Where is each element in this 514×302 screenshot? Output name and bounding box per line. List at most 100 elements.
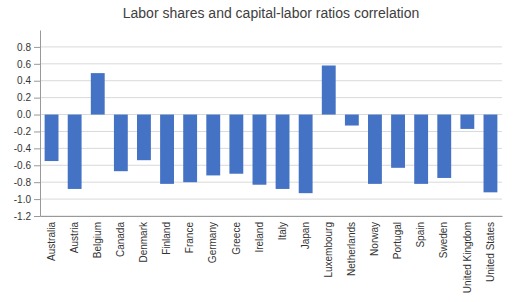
bar xyxy=(345,115,359,126)
chart: -1.2 -1.0 -0.8 -0.6 -0.4 -0.2 0.0 0.2 0.4 0.6 0.8 A… xyxy=(0,0,514,302)
x-tick-label: Denmark xyxy=(138,221,149,263)
y-tick-label: -0.2 xyxy=(14,126,32,137)
grid-line xyxy=(40,182,502,183)
grid-line xyxy=(40,80,502,81)
grid xyxy=(40,47,502,216)
y-tick-label: 0.4 xyxy=(17,75,31,86)
grid-line xyxy=(40,97,502,98)
y-tick: 0.6 xyxy=(17,59,40,70)
bar xyxy=(137,115,151,161)
y-tick-mark xyxy=(34,98,40,99)
grid-line xyxy=(40,165,502,166)
x-tick: Italy xyxy=(277,222,288,240)
bar xyxy=(391,115,405,168)
y-tick-mark xyxy=(34,165,40,166)
y-tick-mark xyxy=(34,81,40,82)
x-tick: Greece xyxy=(231,222,242,255)
x-tick-label: France xyxy=(184,222,195,254)
x-tick-label: Luxembourg xyxy=(323,222,334,278)
bar xyxy=(183,115,197,183)
x-tick-label: Portugal xyxy=(392,222,403,259)
bar xyxy=(368,115,382,184)
x-tick-label: Finland xyxy=(161,222,172,255)
y-axis: -1.2 -1.0 -0.8 -0.6 -0.4 -0.2 0.0 0.2 0.4 0.6 0.8 xyxy=(14,31,41,222)
x-tick-label: Spain xyxy=(415,222,426,248)
grid-line xyxy=(40,46,502,47)
title: Labor shares and capital-labor ratios co… xyxy=(123,5,420,21)
x-tick: Finland xyxy=(161,222,172,255)
bars xyxy=(45,66,498,194)
y-tick-mark xyxy=(34,182,40,183)
bar xyxy=(45,115,59,162)
x-tick: United Kingdom xyxy=(462,222,473,293)
y-tick-mark xyxy=(34,115,40,116)
x-tick: Belgium xyxy=(92,222,103,258)
bar xyxy=(206,115,220,176)
x-tick: Portugal xyxy=(392,222,403,259)
x-tick-label: United States xyxy=(485,222,496,282)
x-tick-label: Germany xyxy=(207,222,218,263)
x-tick: Japan xyxy=(300,222,311,249)
x-tick: Austria xyxy=(69,222,80,254)
y-tick-mark xyxy=(34,131,40,132)
y-tick: 0.0 xyxy=(17,109,40,120)
y-tick-mark xyxy=(34,64,40,65)
grid-line xyxy=(40,131,502,132)
y-tick-mark xyxy=(34,148,40,149)
bar xyxy=(414,115,428,184)
y-tick-mark xyxy=(34,47,40,48)
x-axis: Australia Austria Belgium Canada Denmark Finl… xyxy=(41,217,503,294)
x-tick-label: Greece xyxy=(231,222,242,255)
y-tick-label: 0.6 xyxy=(17,59,31,70)
bar xyxy=(229,115,243,174)
y-tick-label: 0.0 xyxy=(17,109,31,120)
x-tick: France xyxy=(184,222,195,254)
plot: -1.2 -1.0 -0.8 -0.6 -0.4 -0.2 0.0 0.2 0.4 0.6 0.8 A… xyxy=(14,31,503,294)
bar xyxy=(114,115,128,172)
y-tick: -0.6 xyxy=(14,160,40,171)
x-tick-label: Belgium xyxy=(92,222,103,258)
y-tick-label: -0.6 xyxy=(14,160,32,171)
grid-line xyxy=(40,216,502,217)
y-tick: -1.0 xyxy=(14,194,40,205)
bar xyxy=(91,73,105,114)
bar xyxy=(68,115,82,189)
y-tick-label: -1.0 xyxy=(14,194,32,205)
y-tick: 0.4 xyxy=(17,75,40,86)
grid-line xyxy=(40,199,502,200)
y-tick: -0.2 xyxy=(14,126,40,137)
x-tick: Luxembourg xyxy=(323,222,334,278)
x-tick: Sweden xyxy=(438,222,449,258)
x-tick-label: Netherlands xyxy=(346,222,357,276)
grid-line xyxy=(40,114,502,115)
y-tick-label: 0.8 xyxy=(17,42,31,53)
x-tick: United States xyxy=(485,222,496,282)
y-tick: -0.4 xyxy=(14,143,40,154)
x-tick: Netherlands xyxy=(346,222,357,276)
x-tick-label: Japan xyxy=(300,222,311,249)
x-tick: Ireland xyxy=(254,222,265,253)
y-tick: -1.2 xyxy=(14,211,40,222)
x-tick: Denmark xyxy=(138,221,149,263)
grid-line xyxy=(40,148,502,149)
y-tick-label: 0.2 xyxy=(17,92,31,103)
x-tick: Australia xyxy=(46,222,57,261)
x-tick: Germany xyxy=(207,222,218,263)
bar xyxy=(322,66,336,115)
bar xyxy=(299,115,313,194)
x-tick-label: Australia xyxy=(46,222,57,261)
y-axis-line xyxy=(40,31,41,217)
bar xyxy=(437,115,451,178)
bar xyxy=(276,115,290,189)
x-tick-label: United Kingdom xyxy=(462,222,473,293)
grid-line xyxy=(40,63,502,64)
x-tick-label: Sweden xyxy=(438,222,449,258)
x-tick-label: Ireland xyxy=(254,222,265,253)
x-tick: Canada xyxy=(115,222,126,257)
y-tick: 0.8 xyxy=(17,42,40,53)
bar xyxy=(160,115,174,184)
bar xyxy=(253,115,267,185)
y-tick: -0.8 xyxy=(14,177,40,188)
bar xyxy=(460,115,474,129)
y-tick-label: -1.2 xyxy=(14,211,32,222)
